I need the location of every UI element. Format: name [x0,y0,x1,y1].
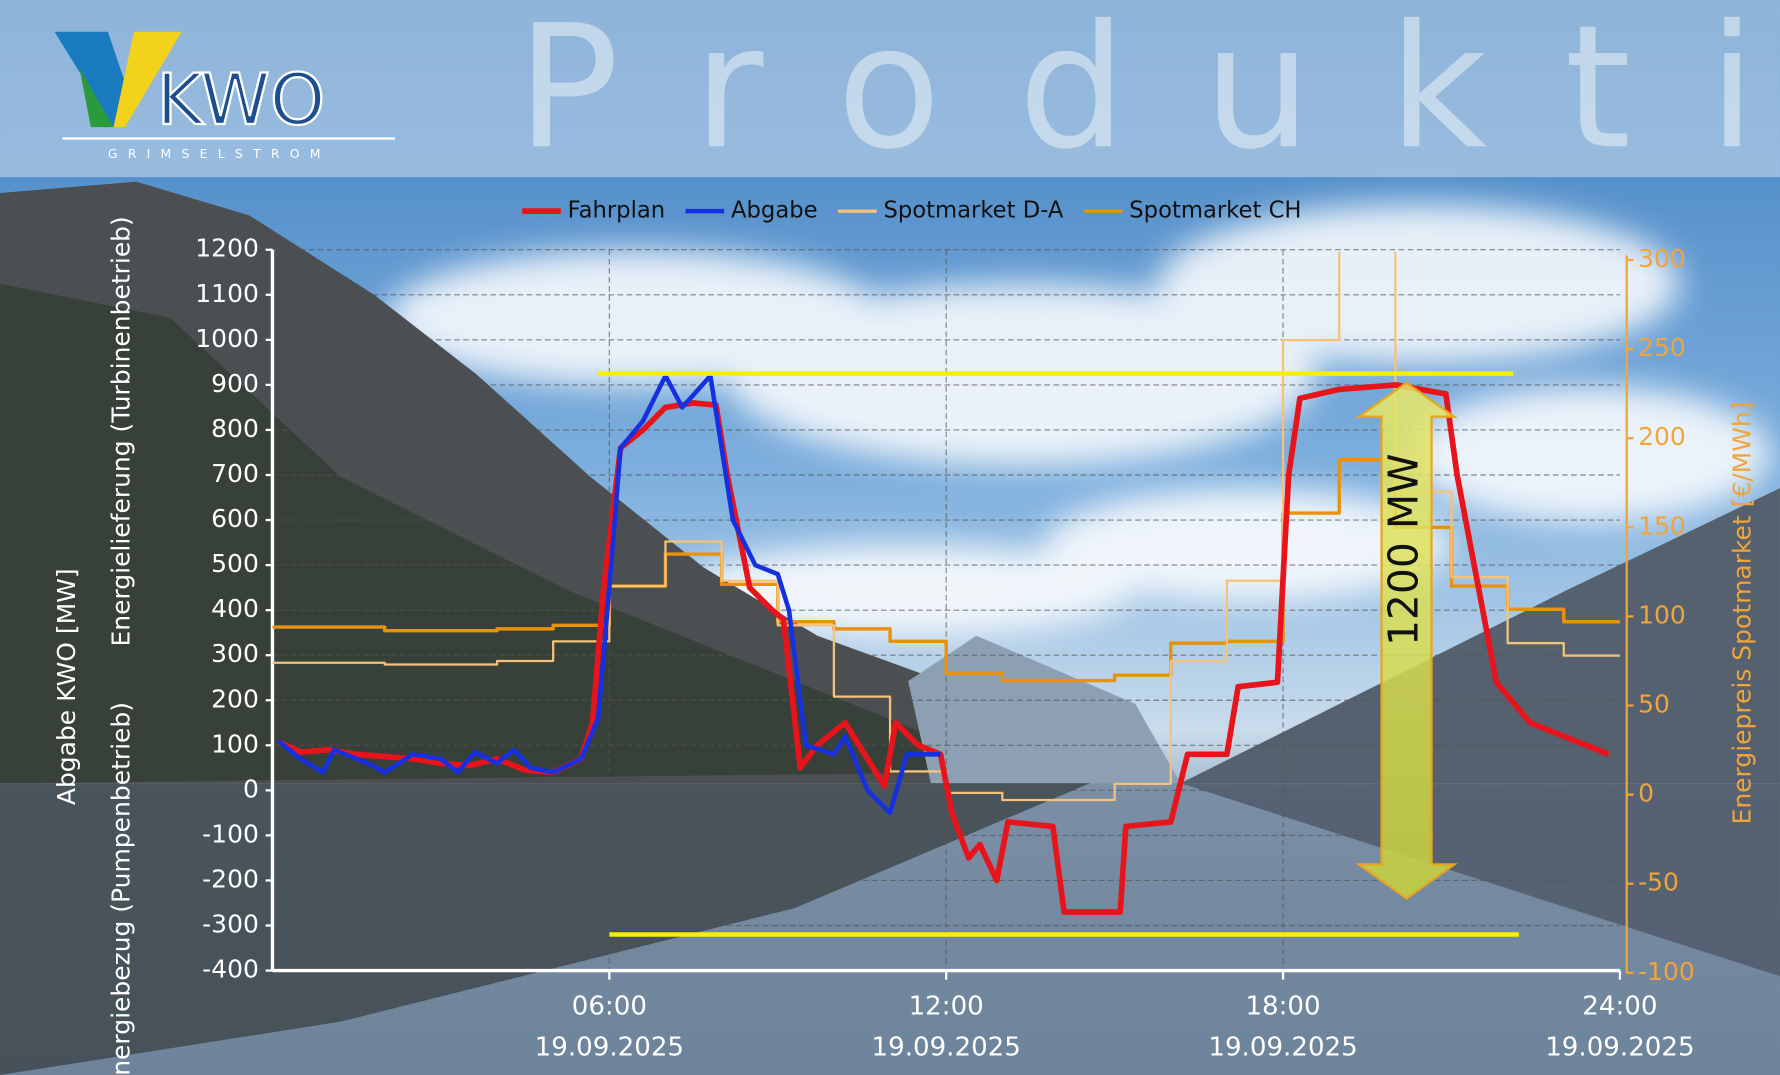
y-tick-label: 100 [211,729,259,758]
y-tick-label: 200 [211,684,259,713]
logo: KWO GRIMSELSTROM [54,31,396,161]
x-tick-label: 12:00 [909,991,984,1021]
y-tick-label: 500 [211,549,259,578]
y-tick-label: 800 [211,414,259,443]
y-tick-label: 1200 [195,234,259,263]
page-title: Produktion [517,0,1780,187]
x-tick-date: 19.09.2025 [1545,1032,1694,1062]
y-axis-label-upper: Energielieferung (Turbinenbetrieb) [107,216,136,646]
logo-text: KWO [157,59,326,141]
legend-label: Fahrplan [568,198,666,224]
legend-label: Abgabe [731,198,818,224]
logo-subtitle: GRIMSELSTROM [108,146,331,161]
y-tick-label: 1100 [195,279,259,308]
y2-tick-label: 50 [1638,690,1670,719]
legend-label: Spotmarket D-A [883,198,1063,224]
y2-tick-label: 300 [1638,244,1686,273]
x-tick-date: 19.09.2025 [1208,1032,1357,1062]
series-line [276,373,941,816]
annotation-arrow [1355,381,1458,900]
y-tick-label: -200 [202,864,259,893]
x-tick-date: 19.09.2025 [535,1032,684,1062]
y-axis-label: Abgabe KWO [MW] [52,568,81,805]
y2-tick-label: -50 [1638,868,1679,897]
y-tick-label: 700 [211,459,259,488]
y-tick-label: 600 [211,504,259,533]
y-tick-label: 0 [243,774,259,803]
x-tick-date: 19.09.2025 [871,1032,1020,1062]
series-line [276,382,1610,915]
y-tick-label: 900 [211,369,259,398]
y2-tick-label: 0 [1638,779,1654,808]
y-tick-label: 400 [211,594,259,623]
y2-tick-label: -100 [1638,957,1695,986]
y-tick-label: 1000 [195,324,259,353]
y2-tick-label: 150 [1638,511,1686,540]
y2-tick-label: 250 [1638,333,1686,362]
y2-tick-label: 200 [1638,422,1686,451]
y-tick-label: -400 [202,955,259,984]
y-tick-label: -100 [202,819,259,848]
y2-axis-label: Energiepreis Spotmarket [€/MWh] [1728,402,1757,825]
legend-label: Spotmarket CH [1129,198,1301,224]
y2-tick-label: 100 [1638,600,1686,629]
x-tick-label: 24:00 [1582,991,1657,1021]
y-tick-label: 300 [211,639,259,668]
annotation-label: 1200 MW [1380,453,1428,646]
x-tick-label: 18:00 [1245,991,1320,1021]
y-axis-label-lower: Energiebezug (Pumpenbetrieb) [107,702,136,1075]
x-tick-label: 06:00 [572,991,647,1021]
y-tick-label: -300 [202,910,259,939]
